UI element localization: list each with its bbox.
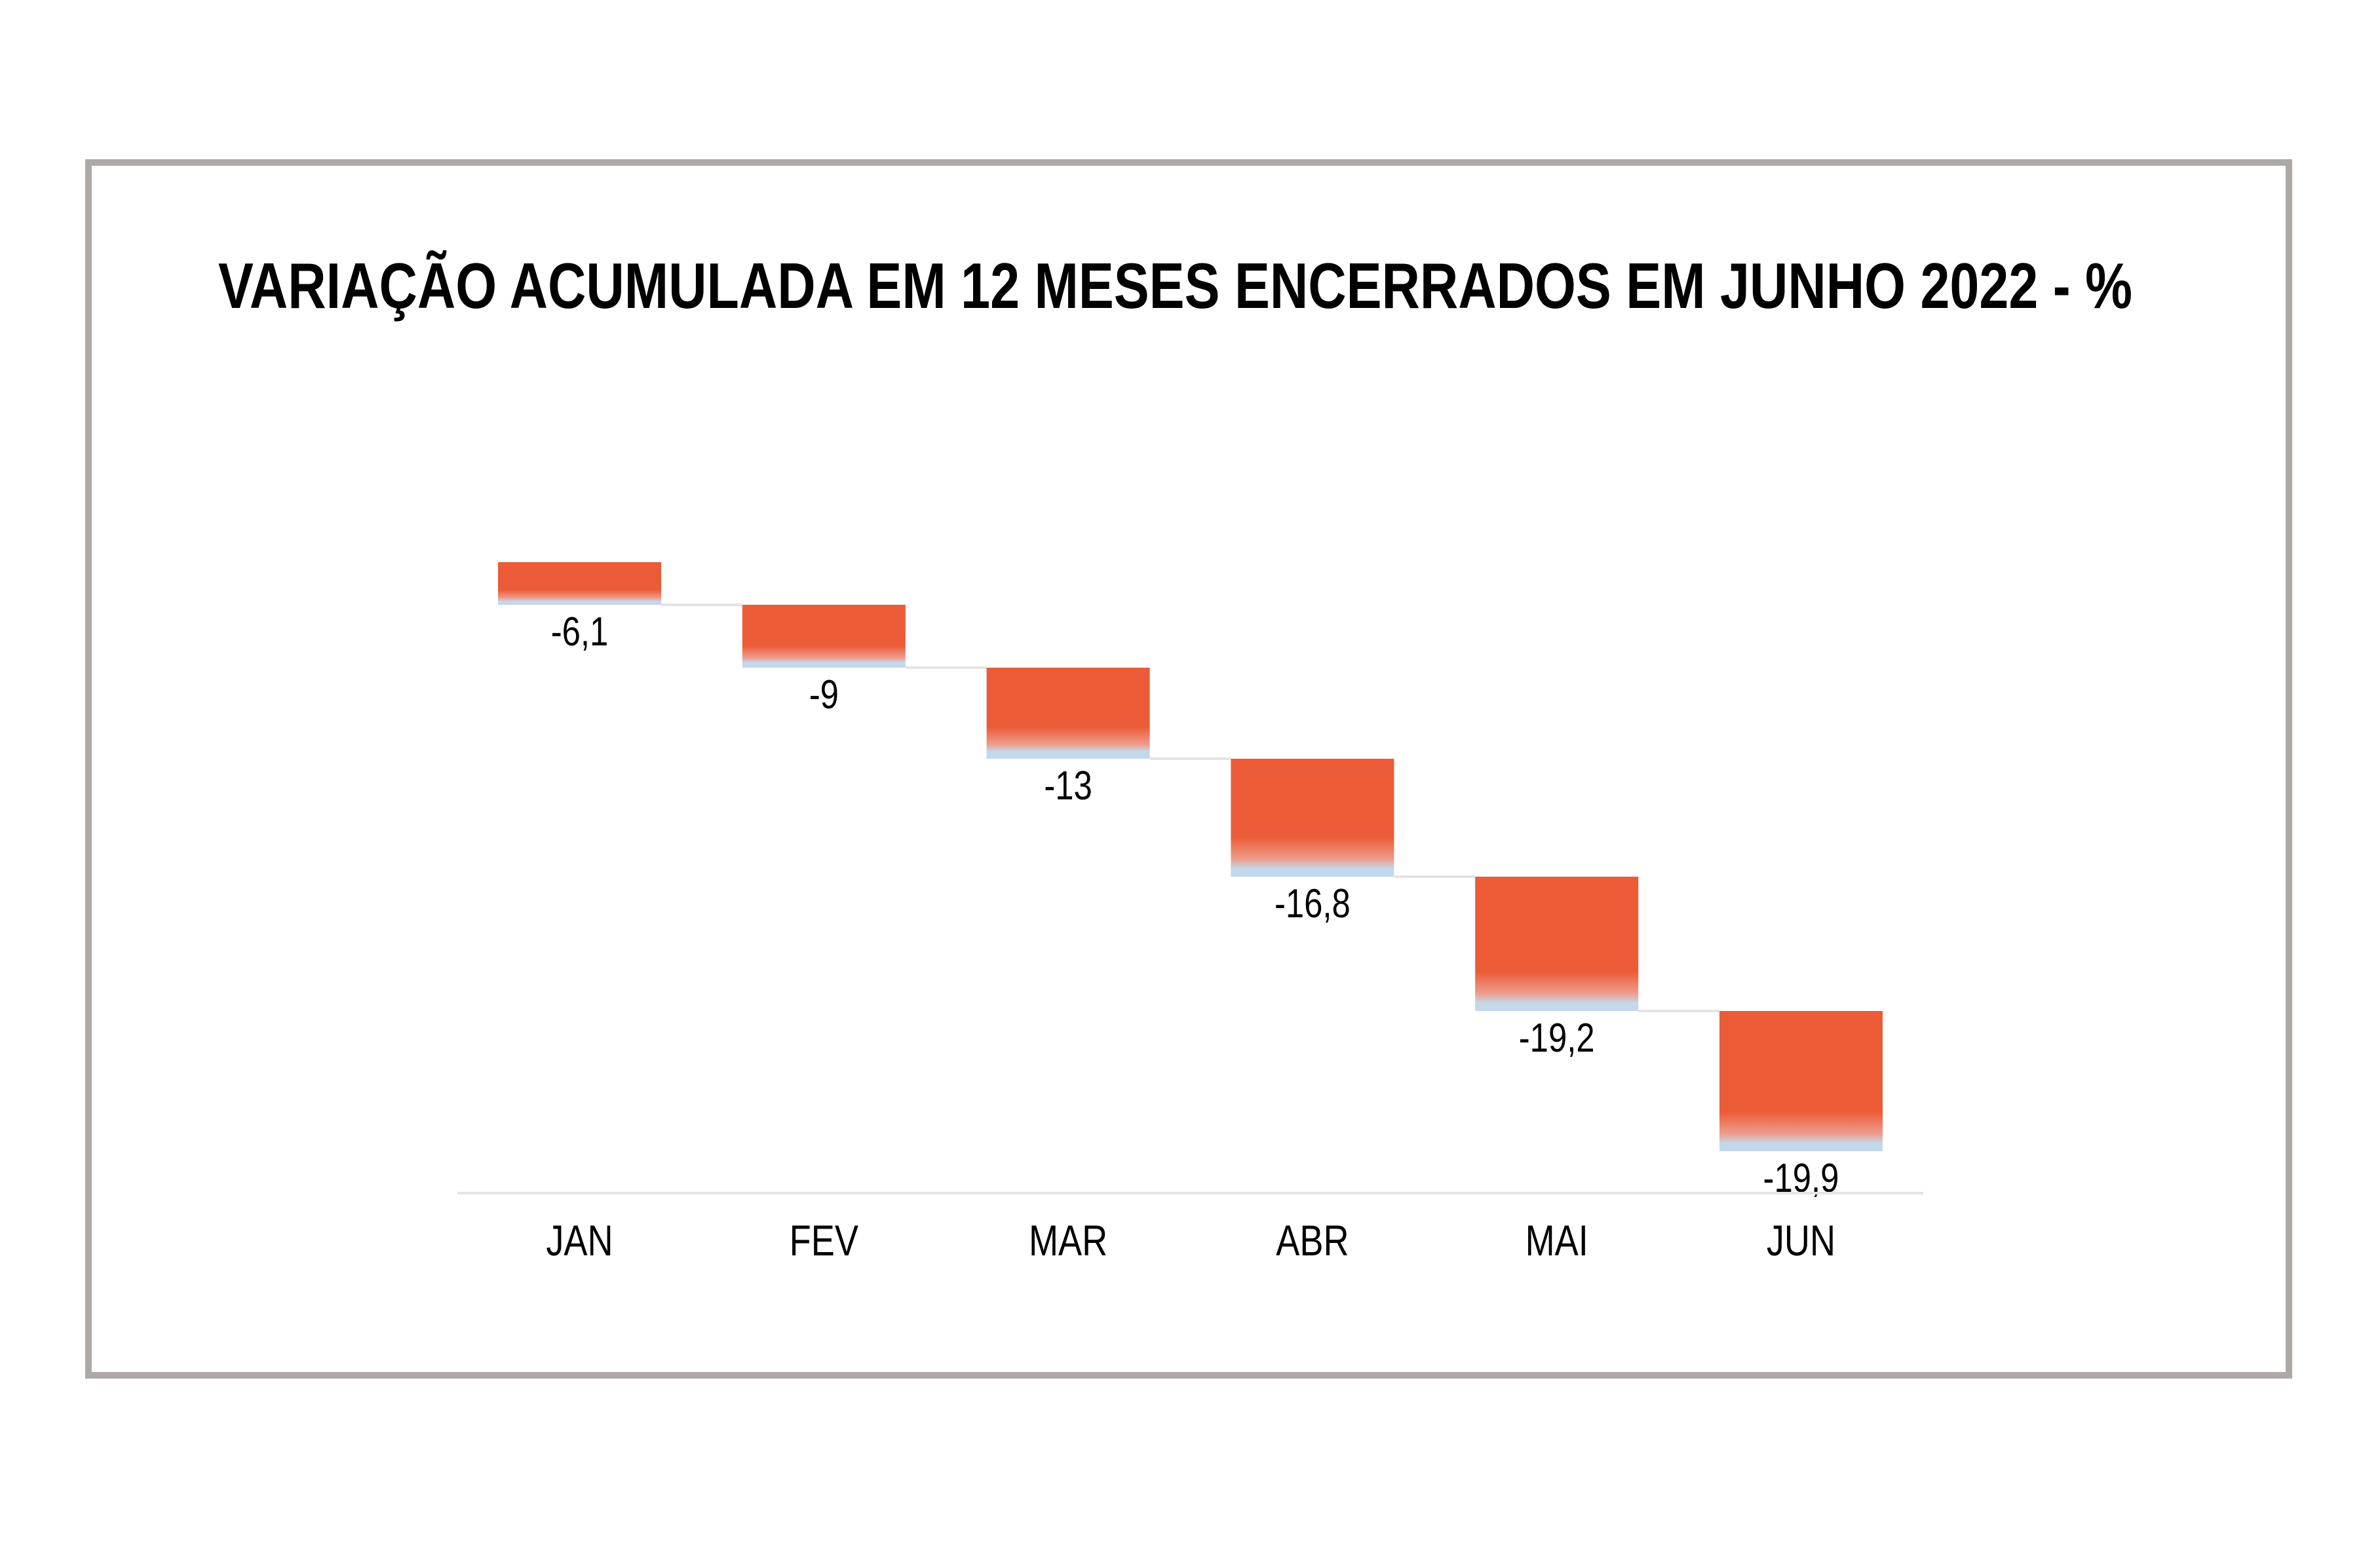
bar-jan	[498, 562, 661, 605]
category-label-jun: JUN	[1767, 1216, 1835, 1265]
bar-mar	[986, 668, 1150, 759]
connector-lines	[661, 603, 1719, 1012]
bar-jun	[1719, 1011, 1883, 1151]
value-label-abr: -16,8	[1275, 881, 1351, 926]
value-labels: -6,1-9-13-16,8-19,2-19,9	[551, 609, 1839, 1201]
chart-title: VARIAÇÃO ACUMULADA EM 12 MESES ENCERRADO…	[218, 250, 2132, 322]
bar-fev	[742, 605, 906, 668]
bar-abr	[1231, 759, 1394, 877]
value-label-mar: -13	[1044, 763, 1092, 809]
category-label-jan: JAN	[546, 1216, 613, 1265]
category-label-fev: FEV	[790, 1216, 858, 1265]
bars	[498, 562, 1883, 1151]
value-label-fev: -9	[809, 672, 839, 717]
bar-mai	[1475, 877, 1639, 1011]
category-label-mai: MAI	[1526, 1216, 1588, 1265]
category-label-mar: MAR	[1029, 1216, 1107, 1265]
chart-frame	[85, 159, 2292, 1379]
value-label-mai: -19,2	[1519, 1016, 1595, 1061]
category-labels: JAN FEV MAR ABR MAI JUN	[546, 1216, 1835, 1265]
value-label-jan: -6,1	[551, 609, 609, 655]
category-label-abr: ABR	[1276, 1216, 1349, 1265]
